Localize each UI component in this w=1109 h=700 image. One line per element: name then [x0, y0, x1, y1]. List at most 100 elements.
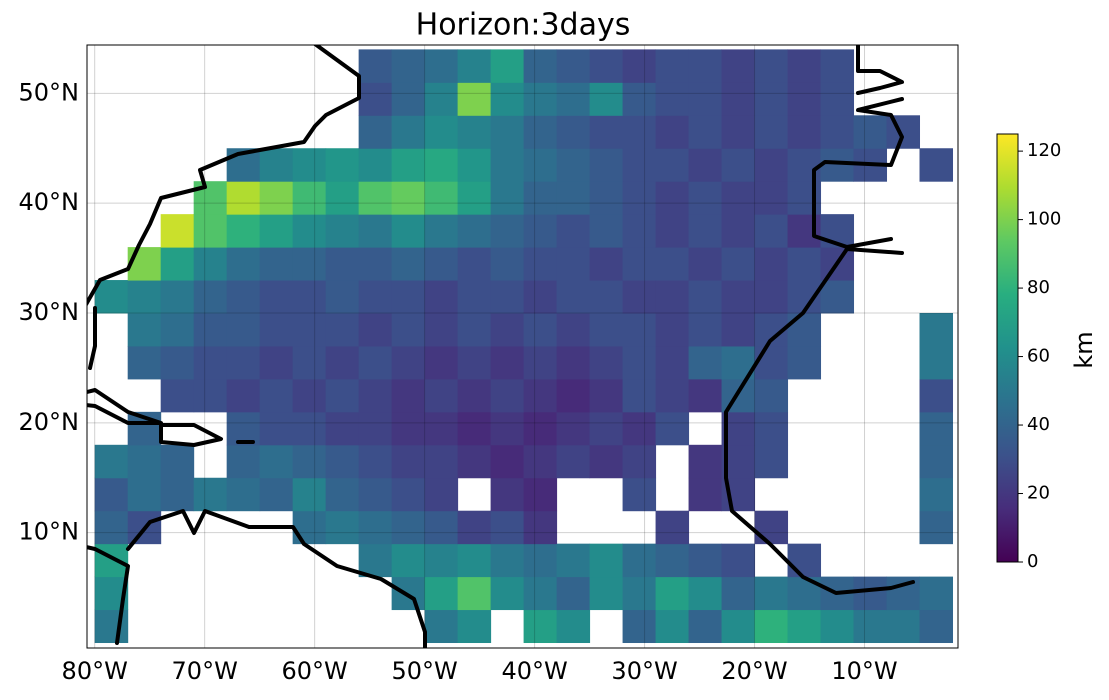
cell — [94, 543, 129, 578]
axes: 80°W 70°W 60°W 50°W 40°W 30°W 20°W 10°W 10°N 20°N… — [19, 78, 898, 685]
cell — [160, 214, 195, 248]
cell — [655, 214, 690, 248]
cell — [523, 181, 558, 215]
cell — [358, 148, 393, 182]
cell — [688, 313, 723, 347]
x-tick-label: 50°W — [391, 657, 457, 685]
cell — [589, 280, 624, 314]
cell — [919, 411, 954, 446]
cell — [589, 345, 624, 380]
cell — [292, 247, 327, 281]
cell — [490, 148, 525, 182]
x-tick-label: 40°W — [501, 657, 567, 685]
cell — [919, 444, 954, 479]
cell — [589, 247, 624, 281]
cell — [457, 115, 492, 149]
cell — [622, 378, 657, 413]
cell — [721, 280, 756, 314]
cell — [424, 247, 459, 281]
cell — [622, 576, 657, 611]
cell — [787, 247, 822, 281]
cell — [391, 411, 426, 446]
cell — [655, 181, 690, 215]
cell — [688, 444, 723, 479]
colorbar-label: km — [1070, 331, 1098, 368]
cell — [589, 49, 624, 83]
cell — [424, 444, 459, 479]
cell — [127, 313, 162, 347]
cell — [754, 280, 789, 314]
cell — [622, 247, 657, 281]
cell — [391, 378, 426, 413]
cell — [589, 576, 624, 611]
cell — [721, 214, 756, 248]
coastline — [87, 45, 361, 307]
cell — [622, 181, 657, 215]
cell — [754, 444, 789, 479]
cell — [424, 576, 459, 611]
cell — [556, 214, 591, 248]
cell — [391, 49, 426, 83]
cell — [589, 82, 624, 116]
cell — [490, 313, 525, 347]
cell — [358, 115, 393, 149]
cell — [919, 345, 954, 380]
cell — [292, 378, 327, 413]
cell — [853, 115, 888, 149]
cell — [325, 510, 360, 545]
x-tick-label: 80°W — [62, 657, 128, 685]
cell — [523, 576, 558, 611]
cell — [919, 148, 954, 182]
y-tick-label: 10°N — [19, 518, 80, 546]
cell — [523, 609, 558, 644]
cell — [424, 345, 459, 380]
cell — [556, 543, 591, 578]
cell — [622, 609, 657, 644]
grid — [87, 45, 958, 648]
cell — [622, 115, 657, 149]
cell — [655, 115, 690, 149]
cell — [391, 313, 426, 347]
cell — [556, 148, 591, 182]
cell — [226, 411, 261, 446]
cell — [325, 280, 360, 314]
cell — [820, 280, 855, 314]
cell — [589, 181, 624, 215]
cell — [523, 49, 558, 83]
cell — [622, 444, 657, 479]
cell — [358, 543, 393, 578]
x-tick-label: 10°W — [831, 657, 897, 685]
cell — [490, 181, 525, 215]
cell — [292, 214, 327, 248]
cell — [457, 411, 492, 446]
cell — [688, 148, 723, 182]
cell — [193, 280, 228, 314]
cell — [490, 49, 525, 83]
cell — [259, 411, 294, 446]
cell — [886, 609, 921, 644]
cell — [226, 477, 261, 512]
cell — [457, 510, 492, 545]
cell — [127, 280, 162, 314]
cell — [688, 477, 723, 512]
cell — [160, 313, 195, 347]
cell — [424, 411, 459, 446]
cell — [358, 214, 393, 248]
cell — [457, 345, 492, 380]
cell — [721, 115, 756, 149]
cell — [556, 49, 591, 83]
cell — [160, 477, 195, 512]
cell — [358, 82, 393, 116]
cell — [127, 247, 162, 281]
cell — [325, 181, 360, 215]
cell — [556, 378, 591, 413]
cell — [787, 148, 822, 182]
cell — [457, 49, 492, 83]
cell — [424, 510, 459, 545]
cell — [457, 543, 492, 578]
cell — [160, 280, 195, 314]
cell — [622, 543, 657, 578]
cell — [721, 609, 756, 644]
cell — [721, 148, 756, 182]
cell — [358, 444, 393, 479]
